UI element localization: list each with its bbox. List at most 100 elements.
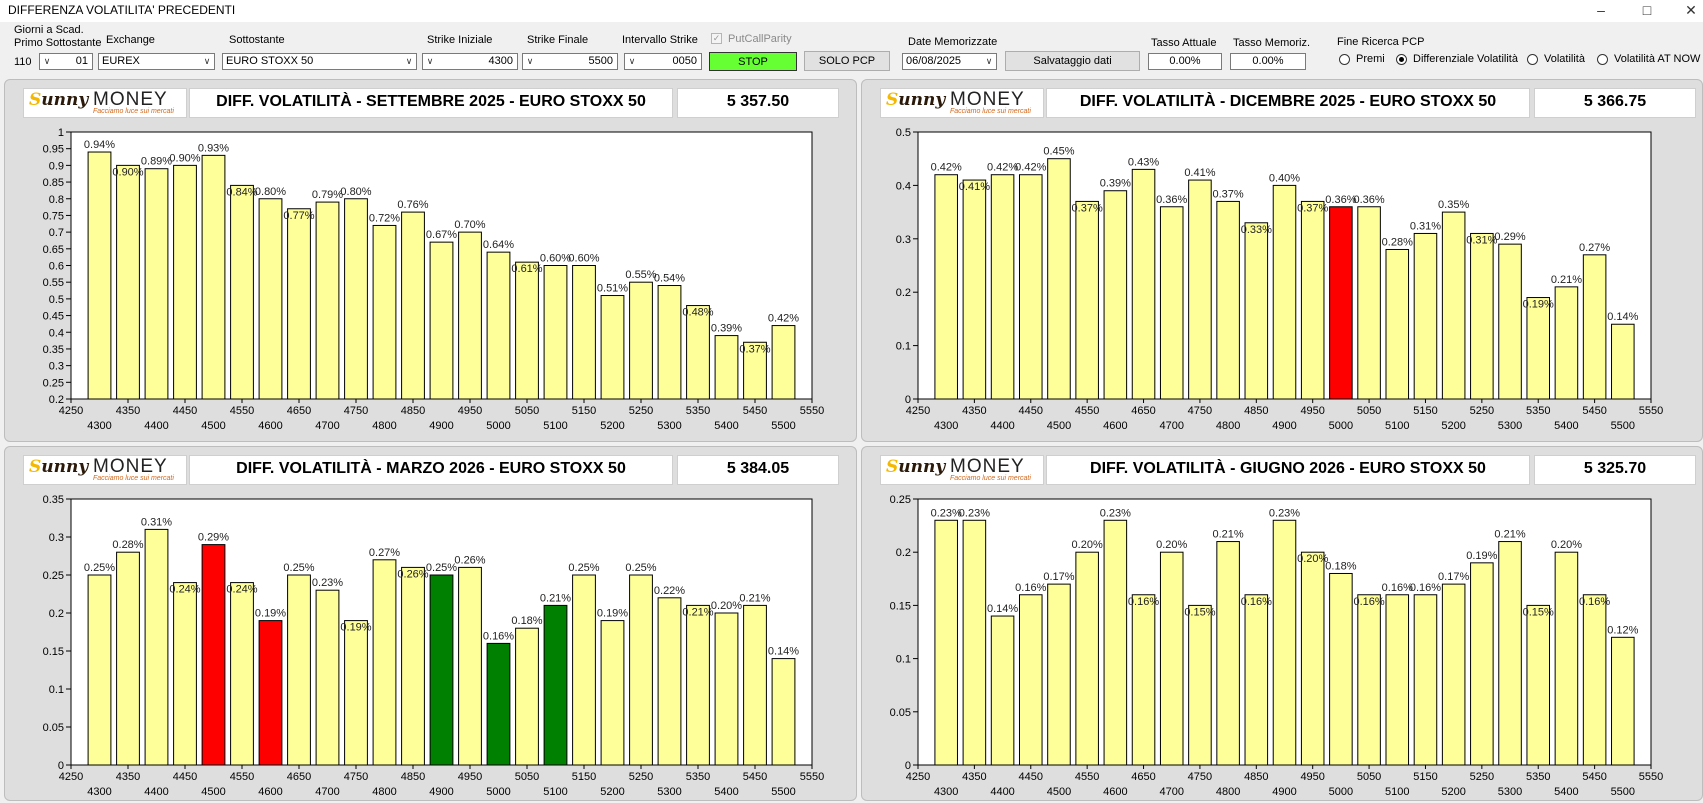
x-tick-label: 4550: [1075, 405, 1099, 417]
x-tick-label: 5150: [1413, 405, 1437, 417]
y-tick-label: 0.4: [49, 327, 64, 339]
x-tick-label: 4800: [372, 420, 396, 432]
bar: [87, 574, 112, 766]
bar-data-label: 0.89%: [141, 156, 172, 168]
chevron-down-icon: ∨: [985, 56, 993, 66]
y-tick-label: 0.25: [43, 377, 64, 389]
y-tick-label: 1: [58, 127, 64, 139]
bar-data-label: 0.19%: [1523, 299, 1554, 311]
x-tick-label: 5450: [1582, 771, 1606, 783]
intervallo-combo[interactable]: ∨ 0050: [624, 53, 702, 70]
bar-data-label: 0.21%: [682, 606, 713, 618]
volatilita-radio[interactable]: [1527, 54, 1538, 65]
y-tick-label: 0.2: [896, 547, 911, 559]
logo-tagline: Facciamo luce sui mercati: [93, 108, 174, 115]
salvataggio-button[interactable]: Salvataggio dati: [1005, 51, 1140, 71]
bar: [962, 519, 987, 766]
sunny-money-logo: Sunny MONEY Facciamo luce sui mercati: [23, 455, 187, 485]
bar: [401, 211, 425, 400]
volatilita-at-now-radio[interactable]: [1597, 54, 1608, 65]
bar: [201, 154, 226, 400]
x-tick-label: 5150: [572, 771, 596, 783]
tasso-memoriz-field[interactable]: 0.00%: [1230, 53, 1306, 70]
y-tick-label: 0.2: [49, 394, 64, 406]
strike-finale-combo[interactable]: ∨ 5500: [522, 53, 618, 70]
exchange-value: EUREX: [102, 55, 140, 67]
tasso-attuale-label: Tasso Attuale: [1151, 37, 1217, 49]
logo-sunny-text: Sunny: [29, 90, 88, 110]
bar-data-label: 0.29%: [1494, 231, 1525, 243]
bar: [1554, 551, 1579, 766]
bar: [401, 566, 425, 766]
bar-data-label: 0.94%: [84, 139, 115, 151]
x-tick-label: 4350: [116, 771, 140, 783]
x-tick-label: 4250: [59, 405, 83, 417]
x-tick-label: 4300: [87, 420, 111, 432]
x-tick-label: 5050: [515, 771, 539, 783]
x-tick-label: 4700: [315, 786, 339, 798]
stop-button[interactable]: STOP: [709, 52, 797, 71]
bar-data-label: 0.51%: [597, 283, 628, 295]
giorni-combo[interactable]: ∨ 01: [39, 53, 93, 70]
x-tick-label: 5300: [657, 420, 681, 432]
diff-volatilita-radio[interactable]: [1396, 54, 1407, 65]
bar-data-label: 0.16%: [483, 630, 514, 642]
strike-finale-value: 5500: [588, 55, 613, 67]
bar: [1554, 286, 1579, 400]
bar: [1470, 562, 1494, 766]
bar: [1216, 541, 1240, 766]
bar: [1244, 594, 1269, 766]
bar-data-label: 0.41%: [959, 181, 990, 193]
bar-data-label: 0.80%: [255, 186, 286, 198]
bar: [144, 528, 169, 766]
bar-data-label: 0.16%: [1015, 582, 1046, 594]
x-tick-label: 5300: [1498, 786, 1522, 798]
exchange-select[interactable]: EUREX ∨: [98, 53, 215, 70]
bar: [1216, 200, 1240, 400]
bar-data-label: 0.42%: [987, 162, 1018, 174]
bar-data-label: 0.90%: [169, 152, 200, 164]
minimize-icon[interactable]: –: [1597, 2, 1605, 18]
bar: [1047, 158, 1071, 400]
premi-radio[interactable]: [1339, 54, 1350, 65]
date-select[interactable]: 06/08/2025 ∨: [902, 53, 997, 70]
x-tick-label: 4900: [429, 786, 453, 798]
bar-data-label: 0.23%: [1100, 507, 1131, 519]
x-tick-label: 5150: [572, 405, 596, 417]
x-tick-label: 4650: [1131, 405, 1155, 417]
bar: [486, 251, 511, 400]
bar: [629, 574, 653, 766]
y-tick-label: 0.9: [49, 160, 64, 172]
x-tick-label: 5450: [743, 771, 767, 783]
bar: [287, 208, 311, 400]
bar: [258, 198, 283, 400]
bar: [934, 174, 958, 400]
putcall-checkbox[interactable]: ✓: [711, 33, 722, 44]
logo-tagline: Facciamo luce sui mercati: [93, 475, 174, 482]
y-tick-label: 0.75: [43, 210, 64, 222]
x-tick-label: 5500: [1611, 786, 1635, 798]
bar-data-label: 0.19%: [340, 622, 371, 634]
logo-sunny-rest: unny: [898, 90, 946, 110]
x-tick-label: 5450: [743, 405, 767, 417]
tasso-attuale-field[interactable]: 0.00%: [1148, 53, 1222, 70]
x-tick-label: 4750: [1188, 771, 1212, 783]
bar-data-label: 0.18%: [1325, 560, 1356, 572]
x-tick-label: 4700: [1159, 786, 1183, 798]
close-icon[interactable]: ✕: [1685, 2, 1697, 18]
solo-pcp-button[interactable]: SOLO PCP: [804, 51, 890, 71]
sottostante-select[interactable]: EURO STOXX 50 ∨: [222, 53, 417, 70]
y-tick-label: 0.05: [890, 707, 911, 719]
x-tick-label: 5400: [1554, 786, 1578, 798]
bar-data-label: 0.25%: [283, 562, 314, 574]
x-tick-label: 4350: [962, 771, 986, 783]
maximize-icon[interactable]: □: [1642, 2, 1652, 18]
bar-data-label: 0.54%: [654, 273, 685, 285]
x-tick-label: 4600: [258, 420, 282, 432]
date-value: 06/08/2025: [906, 55, 962, 67]
giorni-value: 110: [14, 56, 32, 68]
y-tick-label: 0.1: [896, 654, 911, 666]
strike-iniziale-combo[interactable]: ∨ 4300: [422, 53, 518, 70]
chart-panel: Sunny MONEY Facciamo luce sui mercati DIFF.…: [4, 446, 857, 801]
logo-tagline: Facciamo luce sui mercati: [950, 475, 1031, 482]
